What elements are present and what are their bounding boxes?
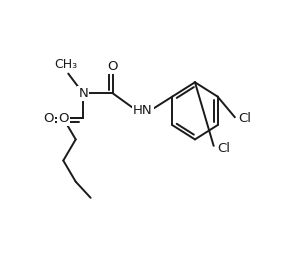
Text: O: O [108, 60, 118, 73]
Text: O: O [43, 112, 54, 125]
Text: CH₃: CH₃ [54, 58, 77, 71]
Text: HN: HN [133, 104, 153, 117]
Text: O: O [58, 112, 69, 125]
Text: Cl: Cl [238, 112, 252, 125]
Text: Cl: Cl [217, 142, 230, 155]
Text: N: N [78, 87, 88, 100]
